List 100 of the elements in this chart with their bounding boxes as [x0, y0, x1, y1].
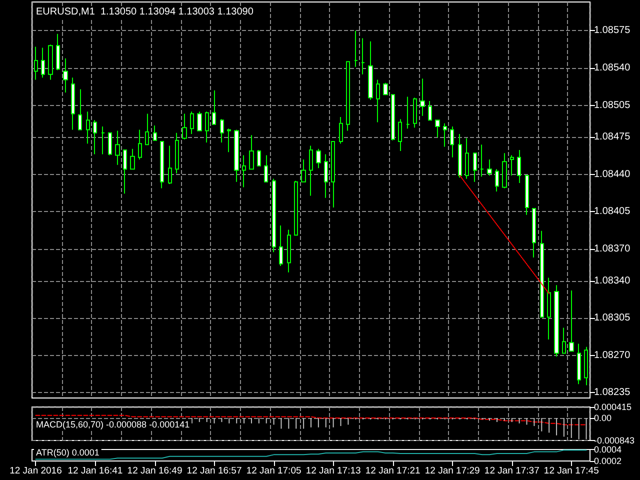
candlestick [406, 96, 410, 130]
candlestick [175, 132, 179, 174]
candlestick [376, 79, 380, 123]
x-tick-label: 12 Jan 17:29 [424, 466, 480, 476]
candlestick [584, 346, 588, 386]
line-series [35, 450, 587, 460]
x-tick-label: 12 Jan 17:45 [544, 466, 599, 476]
candlestick [540, 230, 544, 318]
candlestick [86, 111, 90, 144]
y-tick-label: 1.08340 [594, 275, 631, 286]
candlestick [480, 144, 484, 178]
candlestick [346, 61, 350, 132]
chart-title: EURUSD,M1 1.13050 1.13094 1.13003 1.13090 [36, 6, 254, 18]
candlestick [420, 78, 425, 116]
candlestick [41, 47, 45, 78]
candlestick [242, 154, 246, 188]
candlestick [101, 126, 105, 155]
candlestick [510, 154, 514, 176]
candlestick [108, 132, 112, 156]
candlestick [569, 290, 574, 352]
candlestick [532, 208, 536, 258]
candlestick [220, 118, 224, 144]
candlestick [138, 129, 142, 160]
candlestick [145, 113, 149, 146]
y-tick-label: 1.08235 [594, 387, 631, 398]
x-tick-label: 12 Jan 17:13 [306, 466, 361, 476]
candlestick [234, 129, 239, 182]
y-tick-label: 1.08440 [594, 168, 631, 180]
candlestick [339, 116, 343, 144]
y-tick-label: 1.08475 [594, 132, 631, 143]
candlestick [502, 152, 507, 189]
candlestick [182, 113, 187, 140]
y-tick-label: 1.08305 [594, 312, 631, 324]
candlestick [294, 180, 298, 236]
candlestick [272, 178, 276, 253]
y-tick-label: 0.0004 [594, 444, 622, 454]
candlestick [93, 120, 97, 155]
candlestick [227, 128, 231, 153]
candlestick [428, 100, 432, 121]
candlestick [78, 88, 82, 130]
candlestick [324, 154, 328, 198]
candlestick [443, 122, 447, 148]
candlestick [361, 38, 365, 75]
candlestick [56, 33, 60, 71]
candlestick [197, 111, 202, 132]
candlestick [331, 140, 335, 208]
x-tick-label: 12 Jan 16:49 [127, 466, 182, 476]
candlestick [190, 111, 194, 134]
y-tick-label: 1.08370 [594, 243, 631, 254]
candlestick [316, 148, 321, 169]
candlestick [354, 30, 358, 68]
candlestick [264, 154, 268, 182]
text: MACD(15,60,70) -0.000088 -0.000141 [36, 420, 190, 430]
candlestick [554, 284, 559, 357]
candlestick [525, 175, 529, 216]
x-tick-label: 12 Jan 16:41 [68, 466, 123, 476]
candlestick [115, 130, 120, 166]
candlestick [160, 140, 164, 189]
candlestick [562, 327, 566, 354]
candlestick [287, 229, 291, 273]
y-tick-label: 1.08270 [594, 350, 631, 361]
candlestick [398, 118, 402, 152]
x-tick-label: 12 Jan 17:37 [484, 466, 540, 476]
x-tick-label: 12 Jan 17:05 [246, 466, 302, 476]
y-tick-label: -0.000843 [594, 436, 635, 446]
y-tick-label: 1.08540 [594, 62, 631, 74]
candlestick [487, 159, 492, 176]
candlestick [383, 82, 388, 96]
candlestick [368, 40, 373, 100]
candlestick [123, 149, 127, 194]
x-tick-label: 12 Jan 17:21 [365, 466, 420, 476]
candlestick [309, 145, 313, 196]
candlestick [391, 94, 395, 141]
y-tick-label: 1.08405 [594, 206, 631, 218]
candlestick [577, 343, 581, 385]
candlestick [473, 152, 477, 182]
x-tick-label: 12 Jan 2016 [10, 466, 62, 476]
y-tick-label: 1.08505 [594, 100, 631, 111]
candlestick [130, 148, 135, 170]
y-tick-label: 1.08575 [594, 25, 631, 36]
chart-title: ATR(50) 0.0001 [36, 448, 100, 458]
candlestick [205, 111, 209, 144]
candlestick [168, 145, 172, 185]
candlestick [71, 77, 75, 130]
y-tick-label: 0.0002 [594, 456, 622, 466]
candlestick [48, 44, 53, 80]
candlestick [450, 126, 454, 158]
candlestick [257, 149, 261, 166]
candlestick [435, 120, 440, 138]
candlestick [301, 159, 306, 182]
x-tick-label: 12 Jan 16:57 [186, 466, 242, 476]
candlestick [547, 277, 551, 340]
candlestick [212, 90, 216, 125]
candlestick [249, 134, 254, 170]
candlestick [153, 124, 157, 141]
candlestick [517, 149, 521, 184]
candlestick [465, 138, 469, 180]
candlestick [495, 168, 499, 192]
candlestick [34, 46, 38, 80]
y-tick-label: 0.00 [594, 413, 612, 424]
